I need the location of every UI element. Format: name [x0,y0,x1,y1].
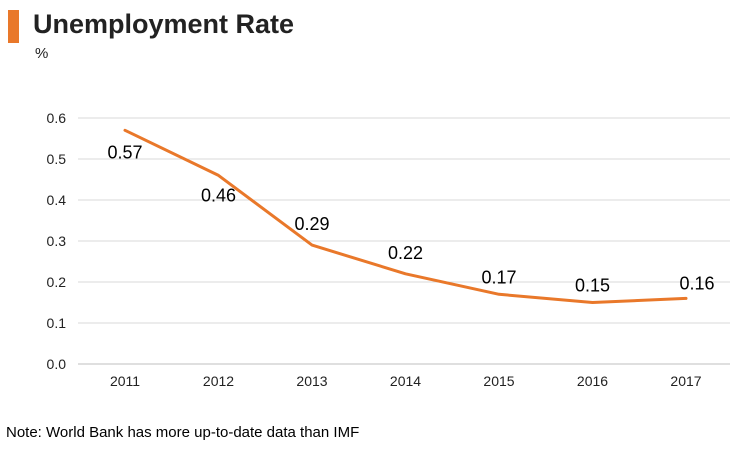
y-tick-label: 0.3 [47,233,67,249]
y-tick-label: 0.6 [47,110,67,126]
y-tick-label: 0.2 [47,274,67,290]
data-label: 0.17 [481,267,516,287]
data-label: 0.15 [575,276,610,296]
data-label: 0.22 [388,243,423,263]
x-tick-label: 2012 [203,373,234,389]
grid-lines [78,117,730,324]
series-line [123,128,688,304]
x-tick-label: 2011 [110,373,140,389]
y-tick-label: 0.4 [47,192,67,208]
y-tick-label: 0.1 [47,315,67,331]
data-label: 0.57 [107,142,142,162]
data-label: 0.46 [201,185,236,205]
series [123,128,688,304]
x-tick-label: 2017 [670,373,701,389]
chart-title: Unemployment Rate [33,9,295,39]
data-label: 0.16 [679,273,714,293]
x-tick-label: 2013 [296,373,327,389]
y-tick-label: 0.0 [47,356,67,372]
x-tick-label: 2015 [483,373,514,389]
x-tick-label: 2014 [390,373,421,389]
footnote: Note: World Bank has more up-to-date dat… [6,424,360,441]
y-tick-label: 0.5 [47,151,67,167]
y-tick-labels: 0.0 0.1 0.2 0.3 0.4 0.5 0.6 [47,110,67,372]
x-tick-labels: 2011 2012 2013 2014 2015 2016 2017 [110,373,702,389]
data-label: 0.29 [294,214,329,234]
unit-label: % [35,45,49,62]
title-accent-bar [8,10,19,43]
data-labels: 0.57 0.46 0.29 0.22 0.17 0.15 0.16 [107,142,714,295]
x-tick-label: 2016 [577,373,608,389]
